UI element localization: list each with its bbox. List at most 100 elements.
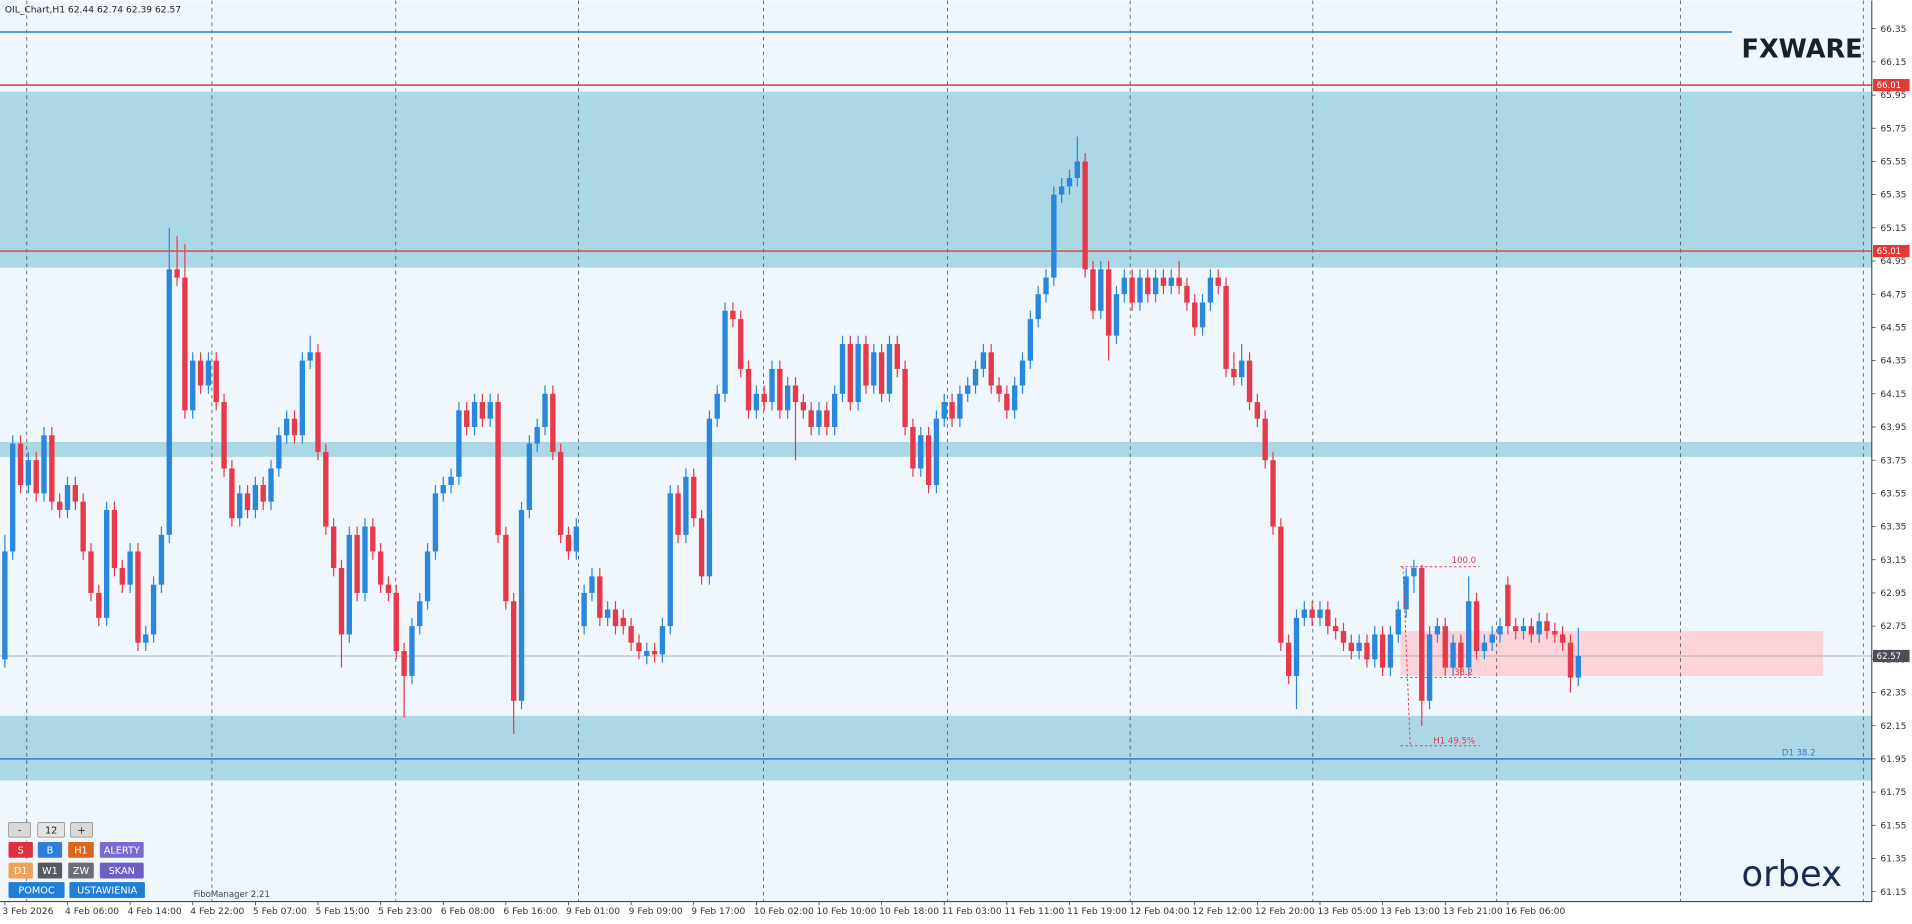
zone [0, 91, 1872, 268]
candle-body [456, 410, 462, 477]
candle-body [1043, 277, 1049, 295]
candle-body [886, 343, 893, 394]
candle-body [1160, 277, 1167, 286]
candle-body [784, 385, 791, 411]
candle-body [1168, 277, 1174, 286]
price-tag [1873, 649, 1910, 663]
candle-body [612, 609, 619, 627]
button-label: H1 [74, 845, 88, 856]
candle-body [424, 551, 431, 602]
candle-body [1270, 460, 1276, 527]
button[interactable]: + [70, 822, 93, 838]
candle-body [1325, 609, 1331, 627]
candle-body [534, 426, 540, 444]
candle-body [1145, 277, 1151, 295]
candle-body [323, 451, 329, 527]
button[interactable]: S [8, 841, 33, 858]
toolbar: - 12 + S B H1 ALERTY D1 W1 ZW SKAN POMOC… [8, 822, 145, 898]
candle-body [1058, 186, 1065, 195]
candle-body [1035, 294, 1041, 320]
y-tick-label: 65.15 [1880, 224, 1906, 234]
button[interactable]: B [37, 841, 63, 858]
y-tick-label: 64.55 [1880, 324, 1906, 334]
button[interactable]: 12 [37, 822, 65, 838]
candle-body [385, 584, 392, 593]
button[interactable]: POMOC [8, 882, 65, 898]
y-tick-label: 64.35 [1880, 357, 1906, 367]
button-label: SKAN [109, 866, 135, 877]
candle-body [738, 319, 744, 369]
candle-body [1184, 285, 1190, 303]
annotation: 38.2 [1454, 668, 1473, 678]
x-tick-label: 16 Feb 06:00 [1505, 907, 1565, 917]
x-tick-label: 12 Feb 20:00 [1255, 907, 1315, 917]
candle-body [1364, 642, 1370, 660]
button-label: POMOC [18, 886, 55, 897]
y-tick-label: 63.55 [1880, 489, 1906, 499]
button-label: 12 [45, 825, 57, 836]
x-tick-label: 13 Feb 05:00 [1318, 907, 1378, 917]
candle-body [1231, 368, 1237, 378]
y-tick-label: 66.35 [1880, 25, 1906, 35]
candle-body [949, 402, 955, 419]
button[interactable]: SKAN [99, 862, 144, 879]
button[interactable]: D1 [8, 862, 33, 879]
candle-body [1215, 277, 1221, 286]
candle-body [667, 493, 673, 627]
candle-body [49, 435, 55, 502]
candle-body [557, 451, 564, 535]
button-label: D1 [14, 866, 28, 877]
candle-body [581, 592, 587, 627]
button-label: + [78, 825, 86, 836]
candle-body [925, 435, 932, 486]
y-tick-label: 62.35 [1880, 689, 1906, 699]
y-tick-label: 64.15 [1880, 390, 1906, 400]
candle-body [996, 385, 1002, 394]
button[interactable]: H1 [68, 841, 94, 858]
level-tag-label: 65.01 [1877, 247, 1901, 257]
candle-body [855, 343, 861, 403]
candle-body [902, 368, 908, 427]
candle-body [604, 609, 611, 618]
button[interactable]: W1 [37, 862, 63, 879]
candle-body [644, 651, 650, 657]
button[interactable]: ZW [68, 862, 94, 879]
button[interactable]: ALERTY [99, 841, 144, 858]
candle-body [150, 584, 157, 635]
x-tick-label: 11 Feb 03:00 [942, 907, 1002, 917]
candle-body [722, 310, 728, 394]
x-tick-label: 11 Feb 19:00 [1067, 907, 1127, 917]
x-tick-label: 6 Feb 16:00 [503, 907, 557, 917]
brand-logo: orbex [1742, 854, 1843, 895]
candle-body [370, 526, 376, 552]
candle-body [824, 410, 830, 427]
button[interactable]: USTAWIENIA [69, 882, 145, 898]
candle-body [1348, 642, 1354, 652]
candle-body [1379, 634, 1386, 668]
candle-body [1113, 294, 1120, 336]
candle-body [565, 534, 572, 552]
candle-body [1285, 642, 1292, 676]
candle-body [315, 352, 321, 452]
candle-body [941, 402, 947, 419]
candle-body [393, 592, 399, 652]
candle-body [1207, 277, 1214, 303]
level-tag [1873, 78, 1910, 92]
candle-body [965, 385, 971, 394]
level-tag-label: 66.01 [1877, 81, 1901, 91]
y-tick-label: 65.95 [1880, 91, 1906, 101]
y-tick-label: 61.55 [1880, 821, 1906, 831]
candle-body [111, 509, 118, 569]
x-tick-label: 9 Feb 01:00 [566, 907, 620, 917]
candle-body [1372, 634, 1378, 660]
candle-body [651, 651, 658, 655]
candle-body [1513, 626, 1519, 632]
candle-body [377, 551, 384, 585]
candle-body [291, 418, 298, 436]
candle-body [894, 343, 900, 369]
candle-body [1129, 277, 1135, 303]
candle-body [96, 592, 102, 618]
button[interactable]: - [8, 822, 31, 838]
candle-body [143, 634, 149, 643]
candle-body [972, 368, 979, 386]
